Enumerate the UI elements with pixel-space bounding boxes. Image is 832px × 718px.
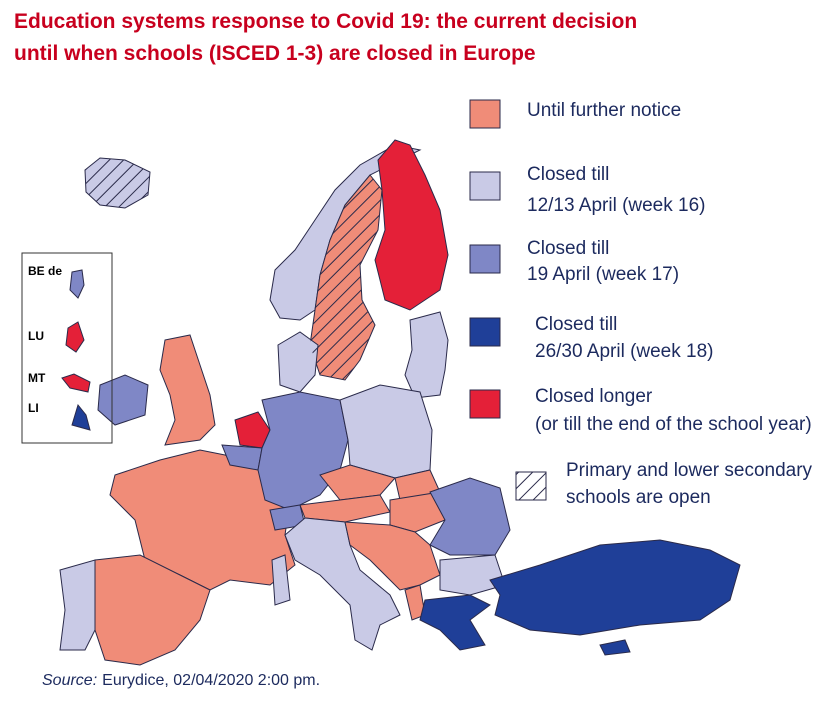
legend-swatch: [469, 317, 501, 347]
inset-label: BE de: [28, 264, 62, 278]
greece: [419, 594, 491, 651]
portugal: [59, 559, 96, 651]
title-line: Education systems response to Covid 19: …: [14, 10, 637, 33]
legend-label: 26/30 April (week 18): [535, 341, 714, 362]
czechia: [319, 464, 396, 501]
source: Source: Eurydice, 02/04/2020 2:00 pm.: [42, 672, 320, 689]
source-text: Eurydice, 02/04/2020 2:00 pm.: [102, 672, 320, 689]
poland: [339, 384, 433, 479]
legend-swatch: [469, 389, 501, 419]
inset-li: [71, 403, 91, 431]
sardinia-corsica: [271, 554, 291, 606]
legend-label: (or till the end of the school year): [535, 414, 812, 435]
legend-label: Until further notice: [527, 100, 681, 121]
legend-label: Closed till: [527, 164, 609, 185]
inset-be-de: [69, 269, 85, 299]
bulgaria: [439, 554, 506, 596]
inset-label: MT: [28, 371, 46, 385]
austria: [299, 494, 391, 523]
inset-label: LI: [28, 401, 39, 415]
legend-label: Closed longer: [535, 386, 653, 407]
turkey: [489, 539, 741, 636]
ireland: [97, 374, 149, 426]
inset-mt: [61, 373, 91, 393]
baltics: [404, 311, 449, 399]
sweden: [309, 174, 383, 381]
inset-box: [21, 252, 113, 444]
legend-swatch: [469, 244, 501, 274]
legend-label: 12/13 April (week 16): [527, 195, 706, 216]
source-label: Source:: [42, 672, 97, 689]
uk: [159, 334, 216, 446]
cyprus: [599, 639, 631, 656]
legend-swatch: [515, 471, 547, 501]
legend-label: Primary and lower secondary: [566, 460, 813, 481]
legend: Until further notice Closed till 12/13 Apr…: [469, 99, 813, 508]
inset-lu: [65, 321, 85, 353]
legend-label: Closed till: [527, 238, 609, 259]
legend-label: schools are open: [566, 487, 711, 508]
legend-label: 19 April (week 17): [527, 264, 679, 285]
legend-swatch: [469, 99, 501, 129]
iceland: [84, 157, 151, 209]
title-line: until when schools (ISCED 1-3) are close…: [14, 42, 536, 65]
finland: [374, 139, 449, 311]
balkans: [344, 521, 441, 591]
legend-swatch: [469, 171, 501, 201]
denmark: [277, 331, 319, 393]
legend-label: Closed till: [535, 314, 617, 335]
inset-label: LU: [28, 329, 44, 343]
